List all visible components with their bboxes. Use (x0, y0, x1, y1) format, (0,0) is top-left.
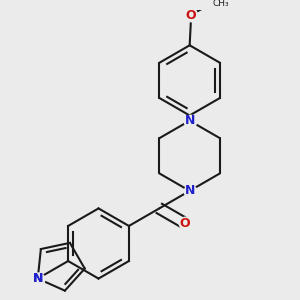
Text: O: O (186, 9, 196, 22)
Text: CH₃: CH₃ (213, 0, 230, 8)
Text: N: N (184, 114, 195, 127)
Text: N: N (33, 272, 43, 285)
Text: O: O (180, 217, 190, 230)
Text: N: N (184, 184, 195, 197)
Text: N: N (33, 272, 43, 285)
